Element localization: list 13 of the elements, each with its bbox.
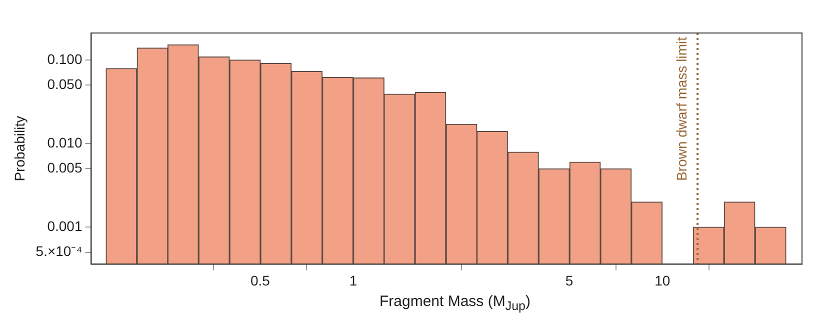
y-tick-label: 0.050 <box>47 76 82 92</box>
y-tick-label: 0.005 <box>47 160 82 176</box>
y-tick-label: 0.100 <box>47 50 82 67</box>
ref-line-label: Brown dwarf mass limit <box>673 36 690 181</box>
x-axis-title: Fragment Mass (M$_{Jup}$) <box>378 293 532 313</box>
y-tick-label: 5.×10⁻⁴ <box>36 243 82 260</box>
y-axis-title: Probability <box>11 116 28 182</box>
x-tick-label: 5 <box>565 272 574 288</box>
x-tick-label: 0.5 <box>250 272 270 288</box>
x-tick-label: 1 <box>349 272 358 288</box>
y-tick-label: 0.001 <box>47 218 82 234</box>
y-tick-label: 0.010 <box>47 134 82 150</box>
x-tick-label: 10 <box>654 272 670 288</box>
